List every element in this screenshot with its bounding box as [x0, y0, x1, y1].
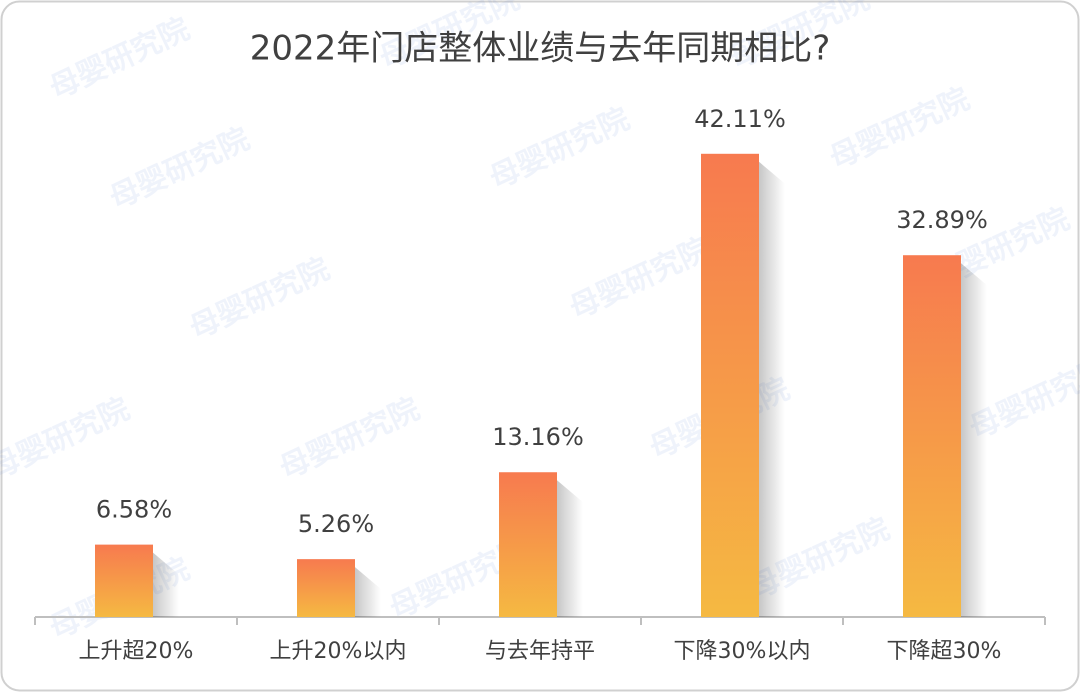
bar-shadow: [557, 480, 583, 617]
x-tick-label: 上升超20%: [79, 639, 194, 664]
value-label: 5.26%: [298, 510, 374, 538]
bar-shadow: [355, 567, 381, 617]
value-label: 13.16%: [492, 423, 584, 451]
x-tick-label: 下降超30%: [887, 639, 1002, 664]
bar-shadow: [759, 161, 785, 618]
bar: [95, 544, 153, 617]
bar: [297, 559, 355, 617]
bar-shadow: [961, 263, 987, 617]
value-label: 32.89%: [896, 206, 988, 234]
x-tick-label: 与去年持平: [485, 639, 595, 664]
bar: [903, 255, 961, 617]
bar: [499, 472, 557, 617]
chart-title: 2022年门店整体业绩与去年同期相比?: [250, 29, 831, 69]
x-tick-label: 下降30%以内: [674, 639, 811, 664]
bar-shadow: [153, 552, 179, 617]
bar: [701, 153, 759, 618]
value-label: 42.11%: [694, 105, 786, 133]
x-tick-label: 上升20%以内: [270, 639, 407, 664]
value-label: 6.58%: [96, 496, 172, 524]
